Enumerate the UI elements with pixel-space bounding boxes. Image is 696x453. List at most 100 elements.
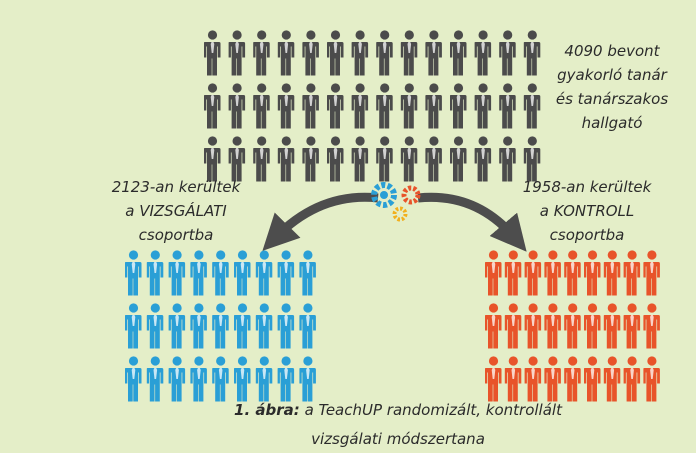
person-red bbox=[485, 356, 502, 402]
test_group-line: 2123-an kerültek bbox=[112, 178, 242, 196]
person-blue bbox=[190, 303, 207, 349]
person-red bbox=[544, 356, 561, 402]
person-gray bbox=[253, 83, 270, 129]
person-red bbox=[485, 250, 502, 296]
person-gray bbox=[425, 30, 442, 76]
person-red bbox=[623, 303, 641, 349]
person-red bbox=[564, 303, 581, 349]
person-red bbox=[485, 303, 502, 349]
person-red bbox=[504, 250, 522, 296]
person-red bbox=[623, 356, 641, 402]
person-gray bbox=[351, 136, 369, 182]
person-blue bbox=[146, 303, 164, 349]
person-red bbox=[643, 356, 660, 402]
caption-label: 1. ábra: bbox=[234, 401, 300, 419]
person-gray bbox=[228, 83, 246, 129]
control_group-line: 1958-an kerültek bbox=[523, 178, 653, 196]
person-gray bbox=[499, 30, 516, 76]
texts: 4090 bevont gyakorló tanár és tanárszakos h… bbox=[112, 42, 669, 448]
person-gray bbox=[228, 30, 246, 76]
person-gray bbox=[327, 136, 344, 182]
person-blue bbox=[190, 356, 207, 402]
person-gray bbox=[474, 83, 492, 129]
person-blue bbox=[299, 303, 316, 349]
person-gray bbox=[228, 136, 246, 182]
person-gray bbox=[523, 83, 541, 129]
person-gray bbox=[499, 136, 516, 182]
participants-line: 4090 bevont bbox=[564, 42, 660, 60]
person-blue bbox=[125, 303, 142, 349]
person-red bbox=[584, 356, 601, 402]
person-gray bbox=[450, 136, 467, 182]
control_group-line: a KONTROLL bbox=[540, 202, 635, 220]
participants-line: és tanárszakos bbox=[556, 90, 668, 108]
person-gray bbox=[450, 30, 467, 76]
person-red bbox=[584, 303, 601, 349]
person-blue bbox=[212, 250, 229, 296]
person-blue bbox=[190, 250, 207, 296]
person-red bbox=[603, 356, 621, 402]
person-blue bbox=[277, 356, 295, 402]
test_group-line: a VIZSGÁLATI bbox=[125, 201, 227, 220]
person-blue bbox=[234, 303, 251, 349]
person-gray bbox=[474, 30, 492, 76]
person-blue bbox=[255, 356, 273, 402]
person-blue bbox=[168, 303, 186, 349]
person-blue bbox=[255, 303, 273, 349]
person-blue bbox=[277, 303, 295, 349]
person-gray bbox=[376, 136, 393, 182]
person-blue bbox=[212, 356, 229, 402]
person-gray bbox=[327, 30, 344, 76]
person-red bbox=[544, 303, 561, 349]
person-red bbox=[544, 250, 561, 296]
person-gray bbox=[499, 83, 516, 129]
person-blue bbox=[234, 356, 251, 402]
person-gray bbox=[204, 83, 221, 129]
person-blue bbox=[125, 250, 142, 296]
caption-line: 1. ábra: a TeachUP randomizált, kontroll… bbox=[234, 401, 563, 419]
person-gray bbox=[450, 83, 467, 129]
person-gray bbox=[277, 83, 295, 129]
person-gray bbox=[277, 30, 295, 76]
person-blue bbox=[277, 250, 295, 296]
person-blue bbox=[255, 250, 273, 296]
person-red bbox=[603, 250, 621, 296]
person-red bbox=[564, 250, 581, 296]
person-red bbox=[584, 250, 601, 296]
person-gray bbox=[400, 136, 418, 182]
person-blue bbox=[146, 356, 164, 402]
person-gray bbox=[327, 83, 344, 129]
person-red bbox=[504, 303, 522, 349]
person-gray bbox=[302, 30, 319, 76]
person-gray bbox=[277, 136, 295, 182]
participants-line: hallgató bbox=[582, 114, 643, 132]
person-red bbox=[623, 250, 641, 296]
person-red bbox=[643, 250, 660, 296]
caption-text: a TeachUP randomizált, kontrollált bbox=[305, 401, 564, 419]
person-red bbox=[524, 356, 542, 402]
arrow-right bbox=[417, 192, 527, 252]
person-blue bbox=[168, 250, 186, 296]
person-gray bbox=[302, 136, 319, 182]
person-gray bbox=[253, 136, 270, 182]
person-blue bbox=[146, 250, 164, 296]
control_group-line: csoportba bbox=[550, 226, 625, 244]
person-gray bbox=[302, 83, 319, 129]
person-gray bbox=[523, 136, 541, 182]
person-gray bbox=[351, 30, 369, 76]
person-blue bbox=[299, 250, 316, 296]
person-blue bbox=[212, 303, 229, 349]
person-gray bbox=[376, 30, 393, 76]
person-blue bbox=[168, 356, 186, 402]
person-gray bbox=[376, 83, 393, 129]
person-red bbox=[524, 250, 542, 296]
person-red bbox=[564, 356, 581, 402]
person-gray bbox=[474, 136, 492, 182]
person-red bbox=[603, 303, 621, 349]
person-gray bbox=[425, 83, 442, 129]
person-gray bbox=[400, 30, 418, 76]
person-gray bbox=[400, 83, 418, 129]
person-gray bbox=[523, 30, 541, 76]
person-gray bbox=[253, 30, 270, 76]
